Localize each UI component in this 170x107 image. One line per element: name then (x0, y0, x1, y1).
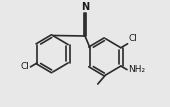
Text: Cl: Cl (21, 62, 30, 71)
Text: Cl: Cl (129, 34, 137, 43)
Text: NH₂: NH₂ (128, 65, 145, 74)
Text: N: N (81, 2, 89, 12)
